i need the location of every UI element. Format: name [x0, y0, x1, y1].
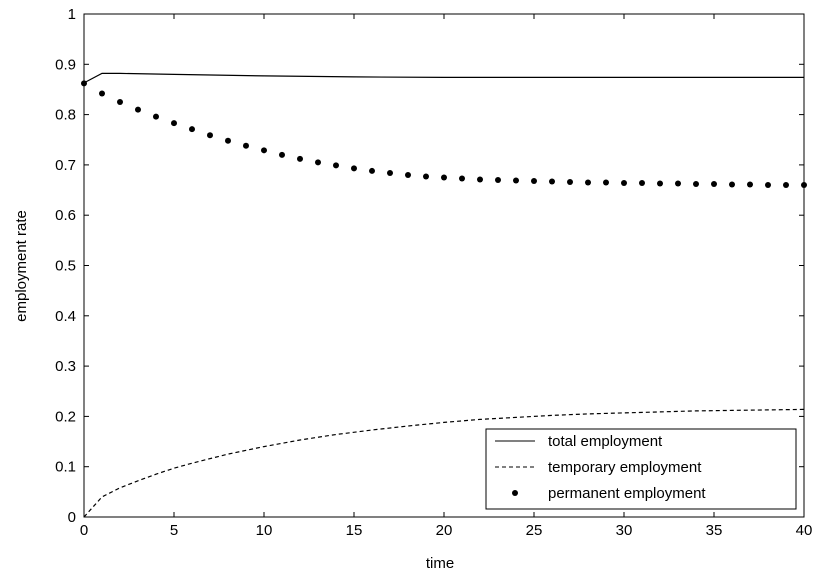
y-tick-label: 0.5 — [55, 258, 76, 275]
y-tick-label: 0.2 — [55, 408, 76, 425]
point-permanent-employment — [261, 147, 267, 154]
x-tick-label: 40 — [796, 522, 813, 539]
point-permanent-employment — [603, 179, 609, 186]
point-permanent-employment — [765, 182, 771, 189]
x-tick-label: 5 — [170, 522, 178, 539]
point-permanent-employment — [81, 80, 87, 87]
x-axis-label: time — [426, 555, 454, 572]
y-tick-label: 1 — [68, 6, 76, 23]
point-permanent-employment — [99, 90, 105, 97]
point-permanent-employment — [459, 175, 465, 182]
x-tick-label: 15 — [346, 522, 363, 539]
point-permanent-employment — [351, 165, 357, 172]
point-permanent-employment — [549, 178, 555, 185]
legend-swatch-permanent-employment — [512, 490, 518, 496]
point-permanent-employment — [513, 177, 519, 184]
legend-label-temporary-employment: temporary employment — [548, 459, 702, 476]
x-tick-label: 0 — [80, 522, 88, 539]
point-permanent-employment — [405, 171, 411, 178]
x-tick-label: 20 — [436, 522, 453, 539]
legend: total employment temporary employment pe… — [485, 428, 797, 510]
x-tick-label: 25 — [526, 522, 543, 539]
point-permanent-employment — [477, 176, 483, 183]
y-tick-label: 0.3 — [55, 358, 76, 375]
point-permanent-employment — [639, 180, 645, 187]
x-tick-label: 35 — [706, 522, 723, 539]
y-axis: 0 0.1 0.2 0.3 0.4 0.5 0.6 0.7 0.8 0.9 1 — [55, 6, 804, 526]
point-permanent-employment — [153, 113, 159, 120]
point-permanent-employment — [531, 177, 537, 184]
point-permanent-employment — [297, 155, 303, 162]
point-permanent-employment — [495, 176, 501, 183]
point-permanent-employment — [783, 182, 789, 189]
point-permanent-employment — [171, 120, 177, 127]
point-permanent-employment — [675, 180, 681, 187]
point-permanent-employment — [693, 181, 699, 188]
series-line-temporary-employment — [83, 408, 805, 518]
legend-box — [485, 428, 797, 510]
x-tick-label: 30 — [616, 522, 633, 539]
point-permanent-employment — [711, 181, 717, 188]
point-permanent-employment — [117, 99, 123, 106]
y-axis-label: employment rate — [13, 210, 30, 322]
point-permanent-employment — [567, 179, 573, 186]
point-permanent-employment — [207, 132, 213, 139]
point-permanent-employment — [279, 151, 285, 158]
x-tick-label: 10 — [256, 522, 273, 539]
point-permanent-employment — [423, 173, 429, 180]
point-permanent-employment — [621, 180, 627, 187]
y-tick-label: 0.9 — [55, 56, 76, 73]
series-line-total-employment — [83, 72, 804, 84]
point-permanent-employment — [387, 169, 393, 176]
y-tick-label: 0 — [68, 509, 76, 526]
legend-label-total-employment: total employment — [548, 433, 663, 450]
y-tick-label: 0.8 — [55, 107, 76, 124]
point-permanent-employment — [333, 162, 339, 169]
point-permanent-employment — [189, 126, 195, 133]
point-permanent-employment — [747, 181, 753, 188]
point-permanent-employment — [729, 181, 735, 188]
point-permanent-employment — [801, 182, 807, 189]
point-permanent-employment — [135, 106, 141, 113]
point-permanent-employment — [243, 142, 249, 149]
point-permanent-employment — [657, 180, 663, 187]
point-permanent-employment — [585, 179, 591, 186]
series-layer — [81, 72, 807, 518]
point-permanent-employment — [315, 159, 321, 166]
x-axis: 0 5 10 15 20 25 30 35 40 — [80, 14, 813, 539]
point-permanent-employment — [225, 137, 231, 144]
point-permanent-employment — [369, 167, 375, 174]
y-tick-label: 0.1 — [55, 459, 76, 476]
y-tick-label: 0.4 — [55, 308, 76, 325]
y-tick-label: 0.7 — [55, 157, 76, 174]
point-permanent-employment — [441, 174, 447, 181]
y-tick-label: 0.6 — [55, 207, 76, 224]
legend-label-permanent-employment: permanent employment — [548, 485, 706, 502]
